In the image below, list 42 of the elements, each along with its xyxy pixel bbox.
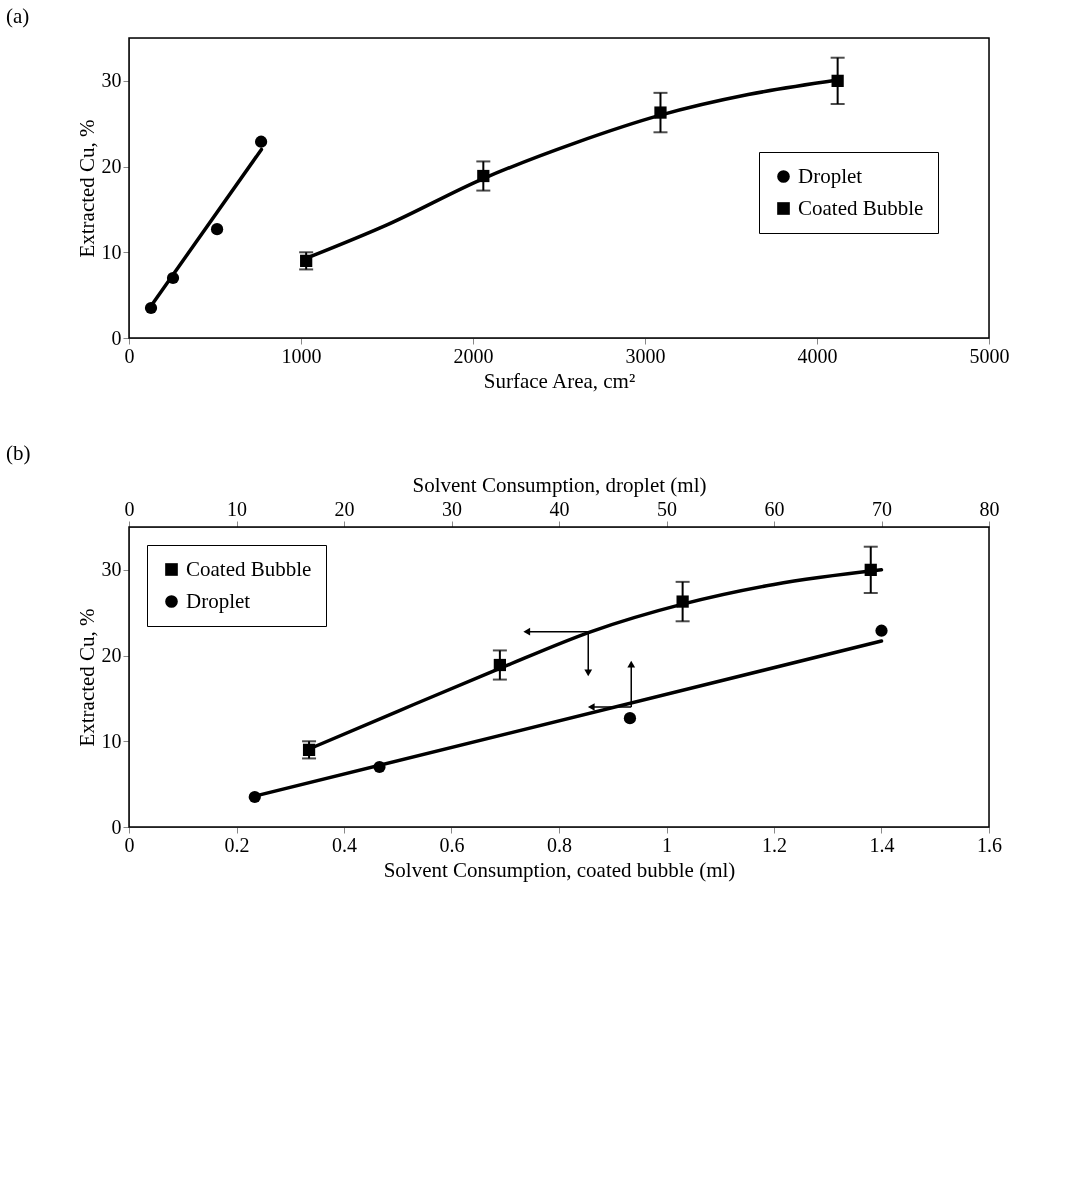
legend-label: Coated Bubble [186, 556, 312, 581]
x-tick-label: 5000 [969, 344, 1010, 367]
x-tick-label: 0.2 [224, 833, 250, 856]
x-axis-title: Solvent Consumption, coated bubble (ml) [383, 857, 736, 882]
y-tick-label: 20 [101, 644, 122, 667]
point [210, 223, 224, 236]
x2-tick-label: 80 [979, 497, 1000, 520]
x-tick-label: 1.2 [762, 833, 787, 856]
x2-tick-label: 30 [442, 497, 462, 520]
x2-tick-label: 70 [872, 497, 892, 520]
point [254, 135, 268, 148]
legend-label: Coated Bubble [798, 195, 924, 220]
y-tick-label: 0 [111, 815, 122, 838]
x-tick-label: 4000 [797, 344, 838, 367]
x-axis-title: Surface Area, cm² [483, 368, 636, 393]
y-tick-label: 0 [111, 326, 122, 349]
x-tick-label: 2000 [453, 344, 494, 367]
x2-tick-label: 60 [764, 497, 785, 520]
legend-label: Droplet [186, 588, 251, 613]
x2-tick-label: 40 [549, 497, 570, 520]
y-tick-label: 30 [101, 558, 122, 581]
x2-tick-label: 10 [227, 497, 247, 520]
x-tick-label: 0.8 [547, 833, 572, 856]
x-tick-label: 1 [662, 833, 672, 856]
y-tick-label: 10 [101, 240, 122, 263]
x-tick-label: 1000 [281, 344, 322, 367]
x-tick-label: 0.6 [439, 833, 465, 856]
y-tick-label: 30 [101, 69, 122, 92]
x2-tick-label: 50 [657, 497, 677, 520]
chart-title: (b) [6, 441, 31, 465]
y-axis-title: Extracted Cu, % [74, 608, 99, 747]
x2-tick-label: 20 [334, 497, 355, 520]
x2-axis-title: Solvent Consumption, droplet (ml) [412, 472, 707, 497]
legend-label: Droplet [798, 163, 863, 188]
x-tick-label: 1.4 [869, 833, 895, 856]
x-tick-label: 3000 [625, 344, 666, 367]
x-tick-label: 0.4 [332, 833, 357, 856]
y-tick-label: 10 [101, 729, 122, 752]
x-tick-label: 1.6 [977, 833, 1002, 856]
y-tick-label: 20 [101, 155, 122, 178]
chart-title: (a) [6, 4, 30, 29]
y-axis-title: Extracted Cu, % [74, 119, 99, 258]
